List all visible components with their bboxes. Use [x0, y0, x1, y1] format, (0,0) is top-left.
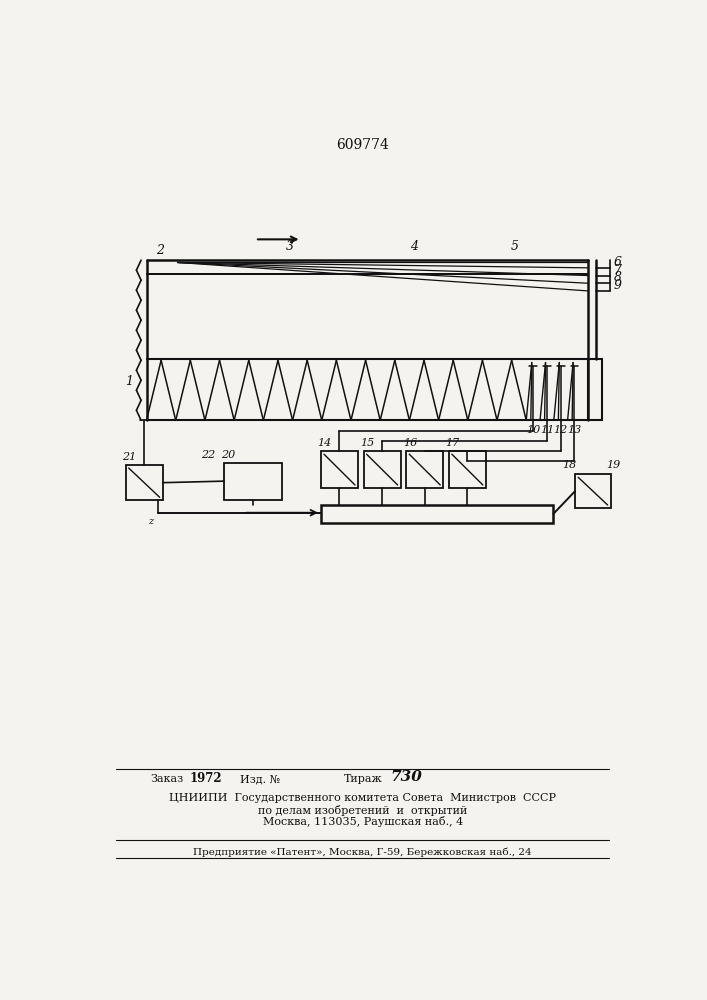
Text: 609774: 609774	[337, 138, 389, 152]
Text: Изд. №: Изд. №	[240, 774, 280, 784]
Bar	[575, 474, 611, 508]
Text: 1972: 1972	[189, 772, 222, 785]
Text: 7: 7	[614, 264, 621, 277]
Text: 9: 9	[614, 279, 621, 292]
Text: 15: 15	[361, 438, 375, 448]
Text: 13: 13	[567, 425, 582, 435]
Text: 20: 20	[221, 450, 235, 460]
Bar	[321, 451, 358, 488]
Text: 21: 21	[122, 452, 136, 462]
Bar	[406, 451, 443, 488]
Text: ЦНИИПИ  Государственного комитета Совета  Министров  СССР: ЦНИИПИ Государственного комитета Совета …	[169, 793, 556, 803]
Text: 4: 4	[410, 240, 418, 253]
Text: 730: 730	[391, 770, 423, 784]
Text: 2: 2	[156, 244, 164, 257]
Bar	[126, 465, 163, 500]
Bar	[449, 451, 486, 488]
Text: Тираж: Тираж	[344, 774, 383, 784]
Text: 10: 10	[526, 425, 540, 435]
Text: 16: 16	[403, 438, 417, 448]
Text: 19: 19	[607, 460, 621, 470]
Bar	[321, 505, 554, 523]
Text: 17: 17	[445, 438, 460, 448]
Text: 5: 5	[510, 240, 519, 253]
Text: 6: 6	[614, 256, 621, 269]
Text: 12: 12	[554, 425, 568, 435]
Text: 3: 3	[286, 240, 294, 253]
Bar	[224, 463, 282, 500]
Text: Предприятие «Патент», Москва, Г-59, Бережковская наб., 24: Предприятие «Патент», Москва, Г-59, Бере…	[194, 848, 532, 857]
Text: 1: 1	[124, 375, 133, 388]
Text: Заказ: Заказ	[151, 774, 184, 784]
Text: Москва, 113035, Раушская наб., 4: Москва, 113035, Раушская наб., 4	[262, 816, 463, 827]
Text: по делам изобретений  и  открытий: по делам изобретений и открытий	[258, 805, 467, 816]
Text: 22: 22	[201, 450, 216, 460]
Text: 11: 11	[539, 425, 554, 435]
Bar	[588, 359, 602, 420]
Bar	[363, 451, 401, 488]
Text: 8: 8	[614, 271, 621, 284]
Text: 14: 14	[317, 438, 332, 448]
Text: 18: 18	[562, 460, 576, 470]
Text: z: z	[148, 517, 153, 526]
